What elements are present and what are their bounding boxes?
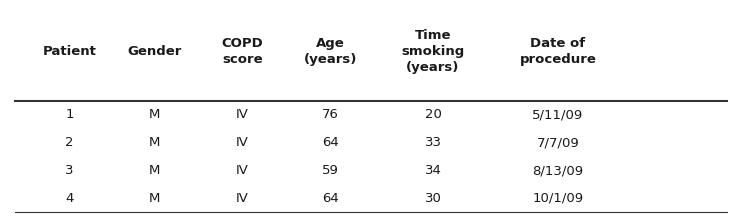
Text: 8/13/09: 8/13/09 [532,164,584,177]
Text: Gender: Gender [127,45,181,58]
Text: Time
smoking
(years): Time smoking (years) [401,29,465,74]
Text: 64: 64 [322,136,338,149]
Text: 7/7/09: 7/7/09 [537,136,579,149]
Text: 34: 34 [425,164,441,177]
Text: M: M [148,192,160,205]
Text: 20: 20 [425,108,441,121]
Text: Age
(years): Age (years) [304,37,357,66]
Text: IV: IV [236,108,249,121]
Text: IV: IV [236,192,249,205]
Text: COPD
score: COPD score [222,37,263,66]
Text: 30: 30 [425,192,441,205]
Text: 33: 33 [424,136,442,149]
Text: 3: 3 [65,164,74,177]
Text: 64: 64 [322,192,338,205]
Text: IV: IV [236,164,249,177]
Text: 59: 59 [322,164,338,177]
Text: 10/1/09: 10/1/09 [532,192,584,205]
Text: 76: 76 [322,108,338,121]
Text: M: M [148,136,160,149]
Text: 4: 4 [65,192,74,205]
Text: 1: 1 [65,108,74,121]
Text: 2: 2 [65,136,74,149]
Text: Patient: Patient [43,45,97,58]
Text: M: M [148,108,160,121]
Text: 5/11/09: 5/11/09 [532,108,584,121]
Text: IV: IV [236,136,249,149]
Text: M: M [148,164,160,177]
Text: Date of
procedure: Date of procedure [520,37,596,66]
